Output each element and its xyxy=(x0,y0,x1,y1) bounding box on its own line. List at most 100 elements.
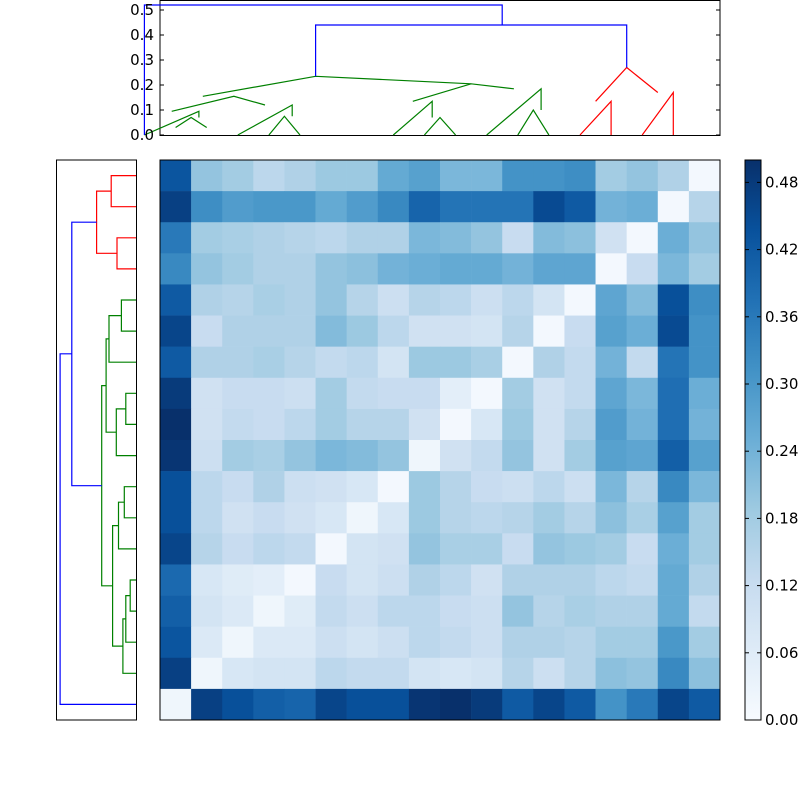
heatmap-cell xyxy=(346,284,379,316)
heatmap-cell xyxy=(284,471,316,503)
heatmap-cell xyxy=(502,502,534,534)
heatmap-cell xyxy=(564,533,596,565)
heatmap-cell xyxy=(377,626,410,659)
heatmap-cell xyxy=(595,253,627,285)
heatmap-cell xyxy=(502,253,534,285)
heatmap-cell xyxy=(408,533,441,565)
heatmap-cell xyxy=(315,284,347,316)
heatmap-cell xyxy=(160,688,192,721)
heatmap-cell xyxy=(377,657,410,690)
heatmap-cell xyxy=(346,222,379,254)
heatmap-cell xyxy=(440,377,472,410)
heatmap-cell xyxy=(284,284,316,316)
top-ytick-label-5: 0.5 xyxy=(130,1,154,19)
heatmap-cell xyxy=(626,533,659,565)
top-dendrogram-link-5 xyxy=(423,116,457,136)
heatmap-cell xyxy=(688,191,721,223)
heatmap-cell xyxy=(502,191,534,223)
heatmap-cell xyxy=(377,160,410,192)
heatmap-cell xyxy=(657,533,690,565)
heatmap-cell xyxy=(222,471,254,503)
heatmap-cell xyxy=(657,408,690,441)
top-dendrogram-link-4 xyxy=(171,95,266,112)
heatmap-cell xyxy=(253,564,285,596)
heatmap-cell xyxy=(284,377,316,410)
heatmap-cell xyxy=(564,502,596,534)
heatmap-cell xyxy=(284,564,316,596)
heatmap-cell xyxy=(253,191,285,223)
left-dendrogram-link-10 xyxy=(129,579,136,612)
heatmap-cell xyxy=(377,191,410,223)
heatmap-cell xyxy=(160,440,192,472)
heatmap-cell xyxy=(160,284,192,316)
heatmap-cell xyxy=(346,626,379,659)
heatmap-cell xyxy=(626,564,659,596)
heatmap-cell xyxy=(533,284,565,316)
heatmap-cell xyxy=(284,160,316,192)
heatmap-cell xyxy=(315,315,347,347)
heatmap-cell xyxy=(440,533,472,565)
heatmap-cells xyxy=(160,160,721,721)
top-ytick-label-1: 0.1 xyxy=(130,101,154,119)
heatmap-cell xyxy=(284,222,316,254)
heatmap-cell xyxy=(688,440,721,472)
heatmap-cell xyxy=(253,377,285,410)
heatmap-cell xyxy=(191,440,223,472)
heatmap-cell xyxy=(657,253,690,285)
heatmap-cell xyxy=(315,222,347,254)
heatmap-cell xyxy=(315,346,347,379)
heatmap-cell xyxy=(657,284,690,316)
heatmap-cell xyxy=(191,626,223,659)
heatmap-cell xyxy=(595,315,627,347)
heatmap-cell xyxy=(502,284,534,316)
heatmap-cell xyxy=(657,471,690,503)
heatmap-cell xyxy=(284,346,316,379)
heatmap-cell xyxy=(222,564,254,596)
heatmap-cell xyxy=(160,253,192,285)
heatmap-cell xyxy=(533,191,565,223)
heatmap-cell xyxy=(533,408,565,441)
heatmap-cell xyxy=(315,564,347,596)
heatmap-cell xyxy=(626,284,659,316)
heatmap-cell xyxy=(408,626,441,659)
heatmap-cell xyxy=(564,253,596,285)
heatmap-cell xyxy=(315,502,347,534)
heatmap-cell xyxy=(346,315,379,347)
heatmap-cell xyxy=(626,346,659,379)
heatmap-cell xyxy=(315,408,347,441)
heatmap-cell xyxy=(315,595,347,627)
heatmap-cell xyxy=(222,346,254,379)
heatmap-cell xyxy=(284,688,316,721)
heatmap-cell xyxy=(595,408,627,441)
heatmap-cell xyxy=(253,533,285,565)
heatmap-cell xyxy=(657,315,690,347)
top-dendrogram-link-6 xyxy=(392,99,433,136)
top-dendrogram-frame xyxy=(159,0,721,136)
heatmap-cell xyxy=(160,408,192,441)
heatmap-cell xyxy=(440,284,472,316)
heatmap-cell xyxy=(471,315,503,347)
heatmap-cell xyxy=(440,564,472,596)
top-ytick-label-3: 0.3 xyxy=(130,51,154,69)
heatmap-cell xyxy=(253,222,285,254)
heatmap-cell xyxy=(222,377,254,410)
heatmap-cell xyxy=(657,346,690,379)
left-dendrogram-links xyxy=(59,175,136,706)
heatmap-cell xyxy=(160,533,192,565)
heatmap-cell xyxy=(160,471,192,503)
top-dendrogram: 0.0 0.1 0.2 0.3 0.4 0.5 xyxy=(130,0,721,144)
left-dendrogram-link-0 xyxy=(110,175,136,208)
left-dendrogram-link-16 xyxy=(59,353,136,706)
heatmap-cell xyxy=(657,564,690,596)
heatmap-cell xyxy=(408,284,441,316)
heatmap-cell xyxy=(315,440,347,472)
heatmap-cell xyxy=(595,626,627,659)
heatmap-cell xyxy=(253,440,285,472)
heatmap-frame xyxy=(159,159,721,721)
heatmap-cell xyxy=(222,191,254,223)
heatmap-cell xyxy=(564,688,596,721)
heatmap-cell xyxy=(253,346,285,379)
heatmap-cell xyxy=(191,284,223,316)
heatmap-cell xyxy=(533,471,565,503)
colorbar-gradient xyxy=(745,160,761,720)
